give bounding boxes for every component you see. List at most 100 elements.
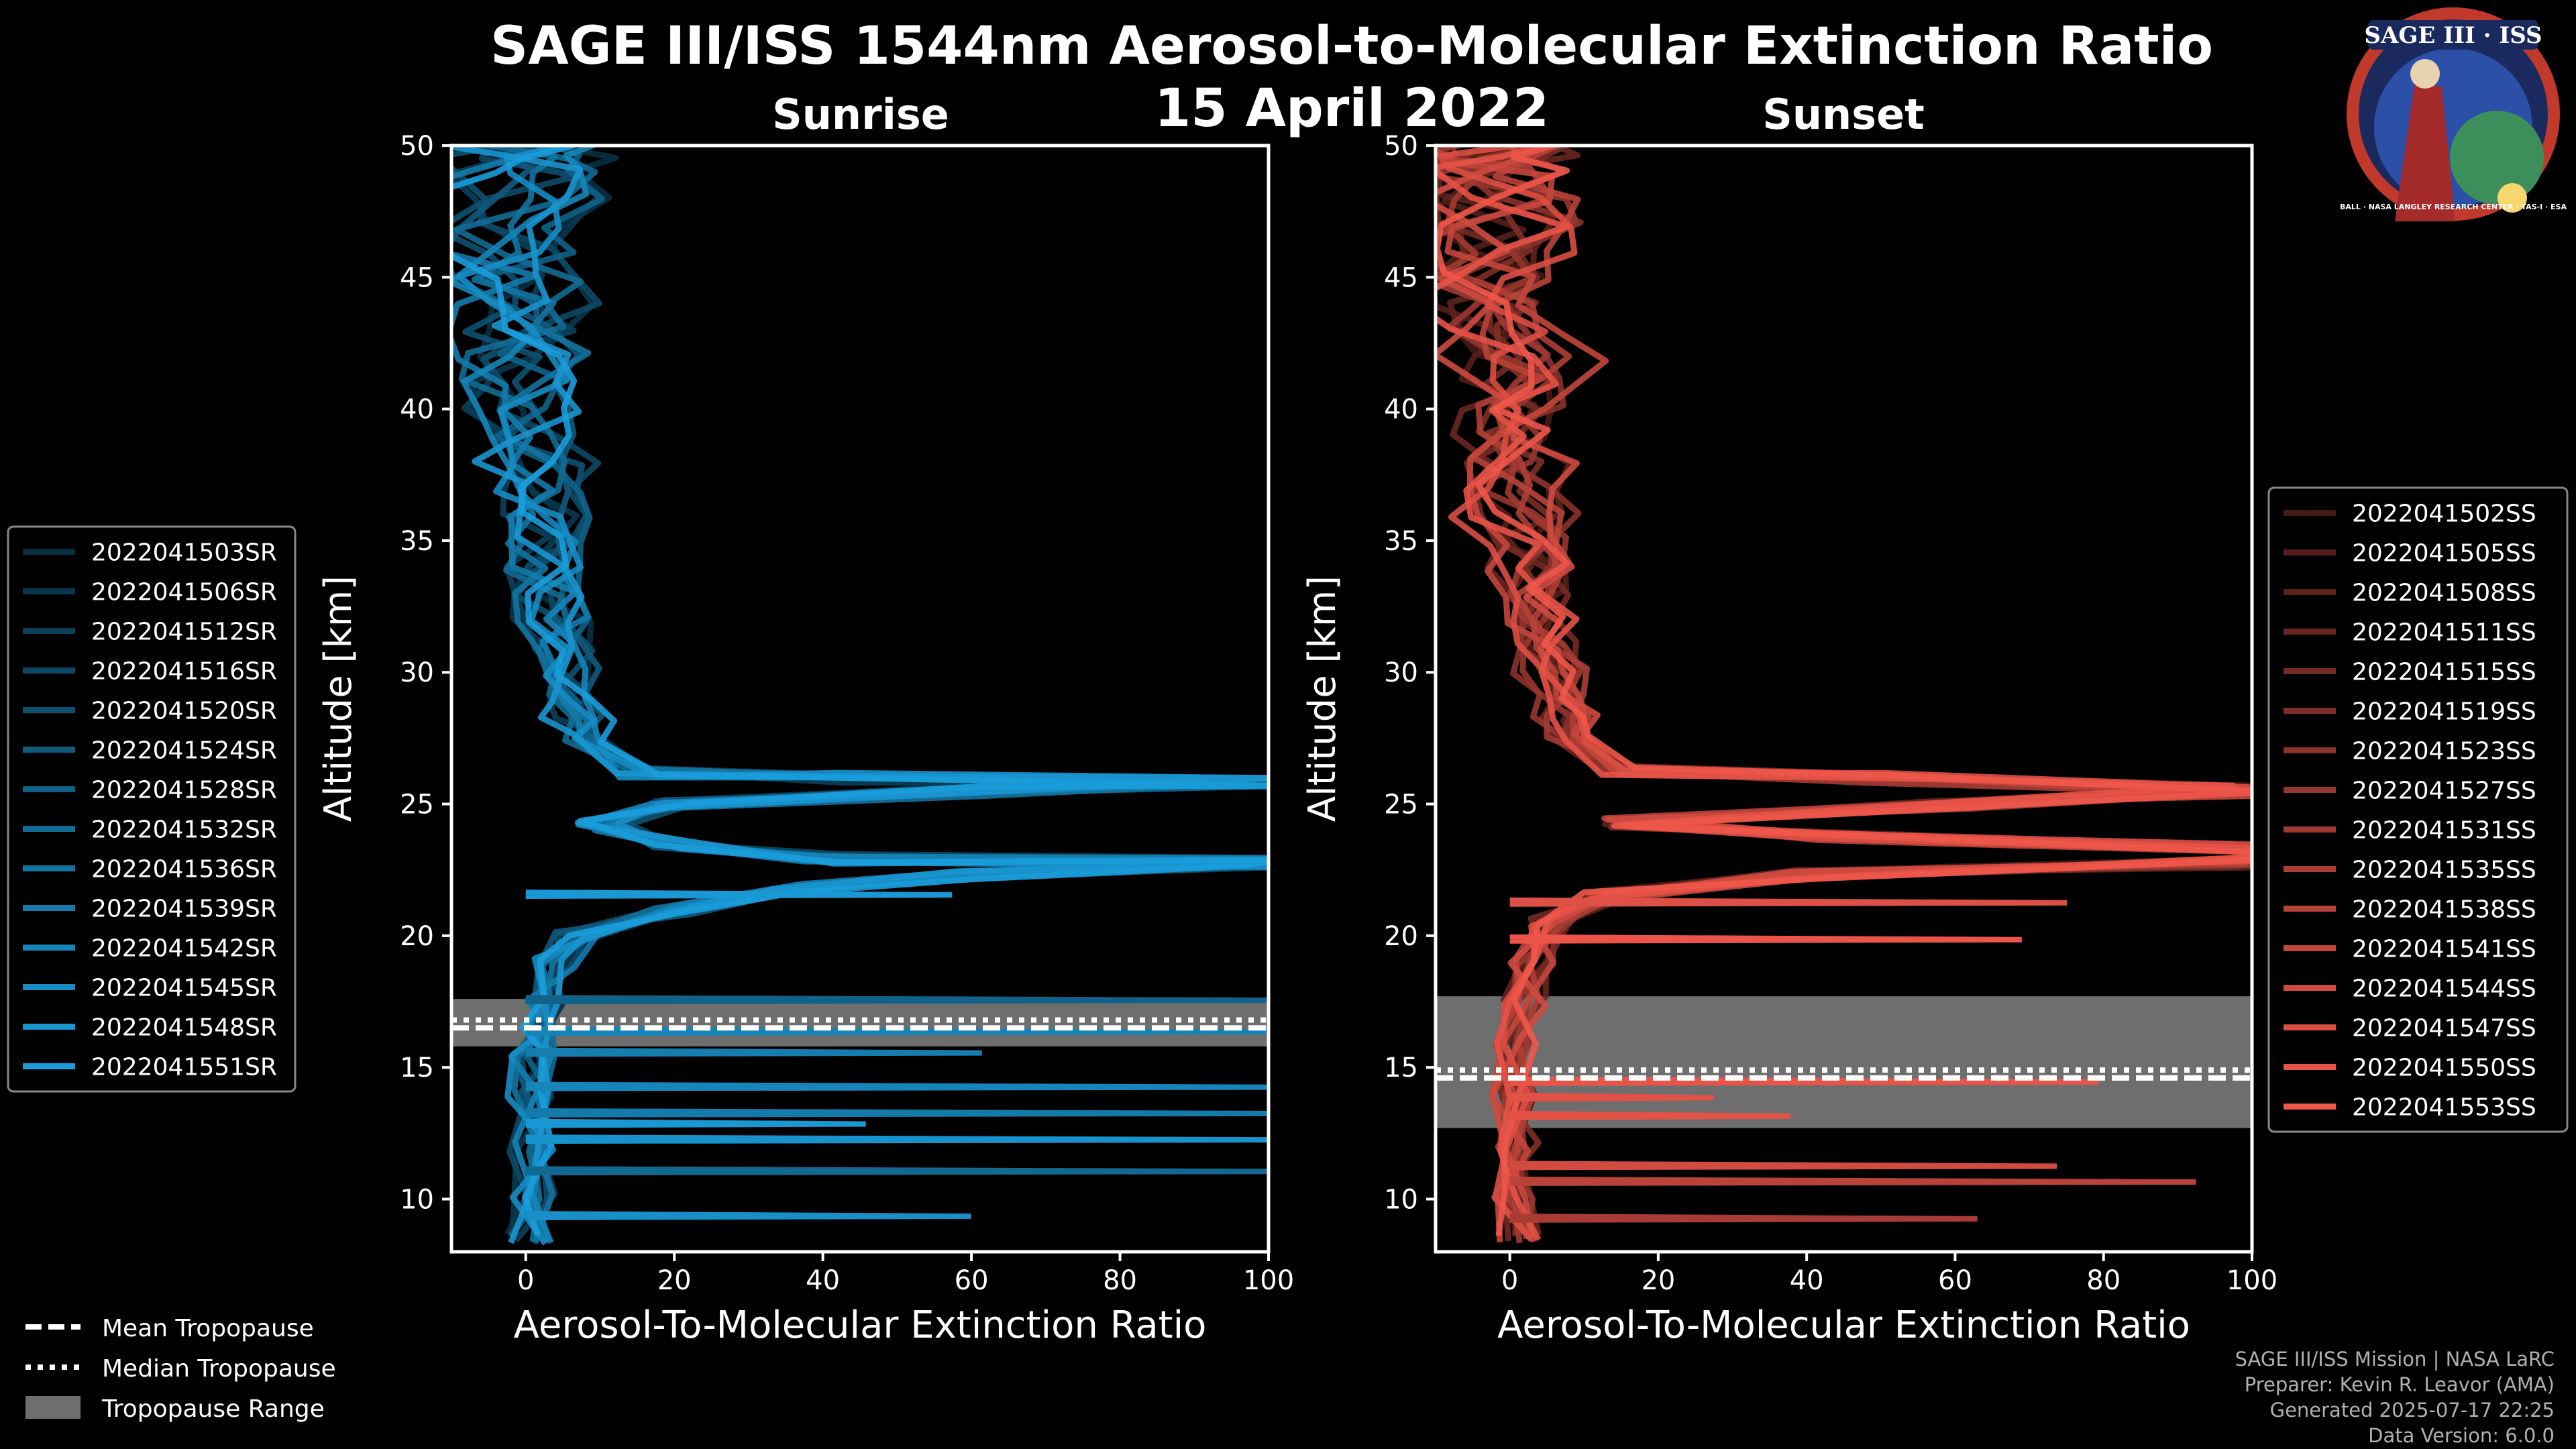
figure-title: SAGE III/ISS 1544nm Aerosol-to-Molecular… [490, 16, 2213, 76]
legend-entry: 2022041503SR [91, 539, 277, 567]
profile-spike [525, 1166, 1269, 1176]
legend-entry: 2022041547SS [2352, 1015, 2536, 1042]
legend-box [7, 525, 297, 1093]
sunset-panel-title: Sunset [1762, 90, 1925, 139]
logo-title: SAGE III · ISS [2364, 22, 2542, 49]
legend-entry: 2022041511SS [2352, 619, 2536, 647]
legend-entry: 2022041542SR [91, 935, 277, 963]
profile-spike [525, 1211, 971, 1220]
legend-entry: 2022041523SS [2352, 738, 2536, 765]
y-tick-label: 30 [400, 657, 434, 688]
axes-frame [1434, 144, 2254, 1254]
legend-entry: 2022041527SS [2352, 777, 2536, 805]
y-tick-label: 35 [1384, 526, 1418, 557]
axes-frame [449, 144, 1271, 1254]
y-tick-label: 35 [400, 526, 434, 557]
credit-line: Generated 2025-07-17 22:25 [2270, 1399, 2555, 1421]
figure-date: 15 April 2022 [1155, 78, 1549, 139]
x-tick-label: 100 [1243, 1265, 1294, 1296]
earth-icon [2450, 111, 2544, 205]
tropopause-range-swatch [25, 1396, 80, 1419]
series-line-2022041551SR [451, 146, 1269, 1236]
figure-icon [2395, 80, 2455, 221]
y-axis-label: Altitude [km] [317, 576, 360, 822]
legend-entry: 2022041520SR [91, 698, 277, 725]
legend-entry: 2022041524SR [91, 737, 277, 765]
legend-entry: 2022041548SR [91, 1014, 277, 1042]
y-tick-label: 10 [1384, 1184, 1418, 1215]
legend-entry: 2022041545SR [91, 975, 277, 1002]
legend-entry: 2022041528SR [91, 777, 277, 804]
sunrise-panel-title: Sunrise [772, 90, 949, 139]
y-axis-label: Altitude [km] [1301, 576, 1344, 822]
legend-entry: 2022041515SS [2352, 659, 2536, 686]
sunrise-legend: 2022041503SR 2022041506SR 2022041512SR 2022… [7, 525, 297, 1093]
legend-box [2267, 486, 2569, 1133]
y-tick-label: 25 [1384, 790, 1418, 820]
legend-entry: 2022041535SS [2352, 857, 2536, 884]
plot-contents [451, 146, 1269, 1246]
y-tick-label: 20 [1384, 921, 1418, 952]
logo-ring-text: BALL · NASA LANGLEY RESEARCH CENTER · TA… [2340, 203, 2567, 211]
y-tick-label: 50 [1384, 131, 1418, 162]
profile-spike [525, 1047, 982, 1057]
profile-spike [525, 890, 953, 899]
sunset-legend: 2022041502SS 2022041505SS 2022041508SS 2022… [2267, 486, 2569, 1133]
x-tick-label: 40 [1790, 1265, 1824, 1296]
series-line-2022041539SR [451, 146, 1266, 1243]
tropopause-range-label: Tropopause Range [101, 1395, 325, 1423]
x-axis-label: Aerosol-To-Molecular Extinction Ratio [1497, 1303, 2190, 1347]
credit-line: Data Version: 6.0.0 [2368, 1424, 2555, 1447]
x-tick-label: 20 [657, 1265, 692, 1296]
sunrise-panel: 0 20 40 60 80 100 10 15 20 25 30 35 40 45 50 Aerosol-To… [317, 131, 1294, 1347]
x-tick-label: 80 [1103, 1265, 1137, 1296]
x-tick-label: 100 [2226, 1265, 2277, 1296]
profile-spike [1509, 1110, 1791, 1120]
legend-entry: 2022041553SS [2352, 1094, 2536, 1122]
series-line-2022041547SS [1437, 146, 2252, 1241]
legend-entry: 2022041539SR [91, 896, 277, 923]
credit-line: Preparer: Kevin R. Leavor (AMA) [2245, 1373, 2555, 1396]
y-tick-label: 40 [400, 394, 434, 425]
credit-line: SAGE III/ISS Mission | NASA LaRC [2235, 1348, 2555, 1371]
x-tick-label: 20 [1641, 1265, 1675, 1296]
y-tick-label: 15 [400, 1053, 434, 1083]
legend-entry: 2022041502SS [2352, 500, 2536, 528]
y-tick-label: 15 [1384, 1053, 1418, 1083]
legend-entry: 2022041541SS [2352, 936, 2536, 963]
credits: SAGE III/ISS Mission | NASA LaRC Prepare… [2235, 1348, 2555, 1447]
x-tick-label: 0 [1501, 1265, 1518, 1296]
y-tick-label: 30 [1384, 657, 1418, 688]
series-line-2022041524SR [451, 146, 1269, 1238]
profile-spike [1509, 934, 2022, 944]
mean-tropopause-label: Mean Tropopause [102, 1315, 314, 1342]
y-tick-label: 20 [400, 921, 434, 952]
legend-entry: 2022041544SS [2352, 975, 2536, 1003]
y-tick-label: 45 [400, 262, 434, 293]
legend-entry: 2022041506SR [91, 579, 277, 606]
profile-spike [1509, 897, 2068, 907]
legend-entry: 2022041538SS [2352, 896, 2536, 924]
profile-spike [525, 1108, 1269, 1118]
y-tick-label: 25 [400, 790, 434, 820]
x-tick-label: 0 [517, 1265, 534, 1296]
sunset-panel: 0 20 40 60 80 100 10 15 20 25 30 35 40 45 50 Aerosol-To… [1301, 131, 2277, 1347]
legend-entry: 2022041531SS [2352, 817, 2536, 845]
series-line-2022041535SS [1436, 148, 2252, 1238]
median-tropopause-label: Median Tropopause [102, 1355, 336, 1383]
series-line-2022041548SR [451, 146, 1269, 1244]
legend-entry: 2022041516SR [91, 658, 277, 686]
x-tick-label: 60 [1938, 1265, 1972, 1296]
profile-spike [525, 995, 1269, 1005]
y-tick-label: 45 [1384, 262, 1418, 293]
profile-spike [1509, 1161, 2057, 1171]
x-tick-label: 80 [2086, 1265, 2121, 1296]
tropopause-legend: Mean Tropopause Median Tropopause Tropop… [25, 1315, 336, 1423]
profile-spike [525, 1118, 866, 1128]
legend-entry: 2022041508SS [2352, 580, 2536, 607]
y-tick-label: 10 [400, 1184, 434, 1215]
y-tick-label: 50 [400, 131, 434, 162]
x-tick-label: 60 [955, 1265, 989, 1296]
legend-entry: 2022041512SR [91, 619, 277, 646]
